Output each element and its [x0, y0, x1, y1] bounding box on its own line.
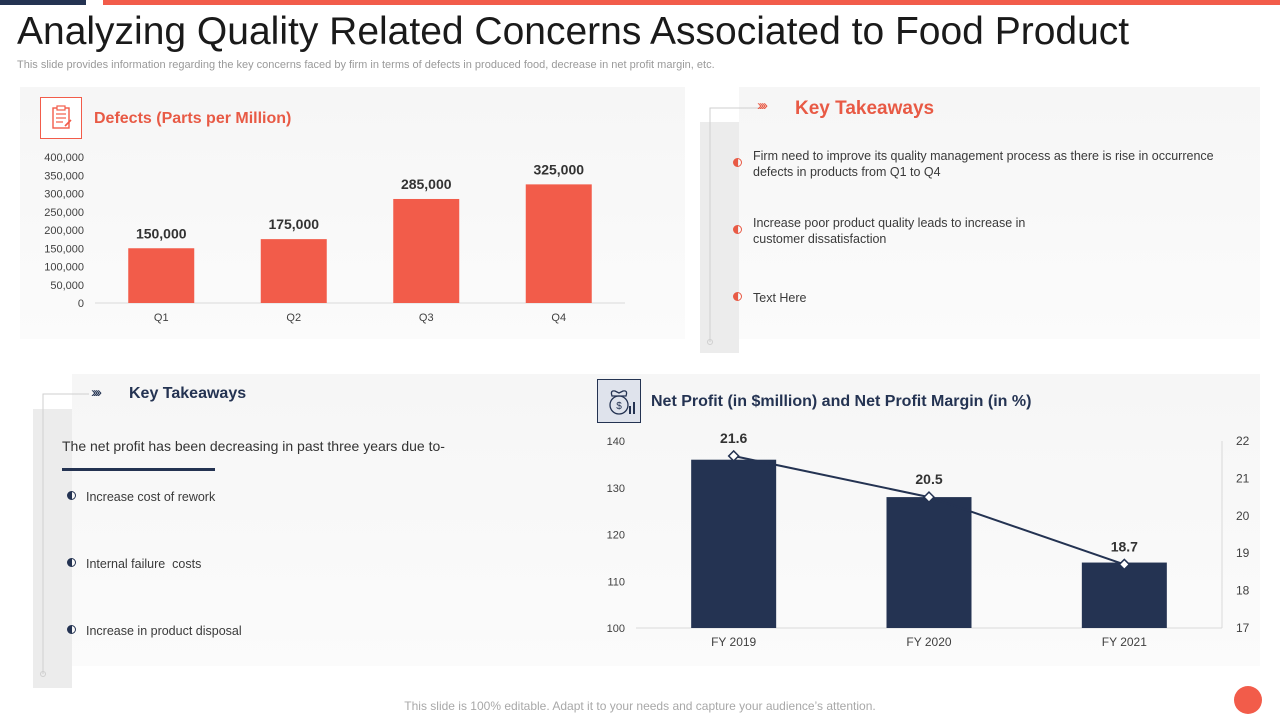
- defects-chart-title: Defects (Parts per Million): [94, 110, 292, 127]
- defects-value-label: 285,000: [401, 176, 452, 192]
- money-bag-growth-icon: $: [597, 379, 641, 423]
- defects-bar: [393, 198, 460, 303]
- intro-underline: [62, 468, 215, 471]
- takeaways-top-strip: [700, 122, 739, 353]
- net-profit-bar: [1081, 562, 1167, 628]
- y-tick-label-right: 21: [1236, 471, 1250, 485]
- takeaway-top-item-2: Increase poor product quality leads to i…: [753, 216, 1026, 246]
- x-tick-label: Q3: [419, 312, 434, 324]
- key-takeaways-top-title: Key Takeaways: [795, 98, 935, 119]
- bullet-icon: [733, 158, 742, 167]
- takeaways-bottom-connector: [40, 393, 89, 677]
- y-tick-label-left: 130: [607, 483, 625, 495]
- defects-bar: [128, 248, 195, 303]
- defects-bar: [525, 184, 592, 303]
- margin-marker: [727, 449, 740, 463]
- defects-value-label: 150,000: [136, 225, 187, 241]
- bullet-icon: [733, 292, 742, 301]
- y-tick-label-left: 140: [607, 436, 625, 448]
- y-tick-label-right: 22: [1236, 434, 1250, 448]
- takeaway-top-item-1: Firm need to improve its quality managem…: [753, 149, 1214, 179]
- y-tick-label-left: 100: [607, 623, 625, 635]
- y-tick-label: 250,000: [44, 207, 84, 219]
- x-tick-label: FY 2021: [1102, 635, 1147, 649]
- takeaway-bottom-item-3: Increase in product disposal: [86, 624, 242, 638]
- clipboard-checklist-icon: [40, 97, 82, 139]
- defects-bar-chart: 0 50,000 100,000 150,000 200,000 250,000 300,0…: [44, 152, 625, 324]
- y-tick-label-right: 20: [1236, 509, 1250, 523]
- x-tick-label: Q1: [154, 312, 169, 324]
- y-tick-label: 50,000: [50, 280, 84, 292]
- y-tick-label-left: 110: [607, 576, 625, 588]
- page-subtitle: This slide provides information regardin…: [17, 59, 715, 71]
- y-tick-label-right: 19: [1236, 546, 1250, 560]
- defects-value-label: 175,000: [268, 216, 319, 232]
- svg-text:$: $: [616, 401, 622, 412]
- y-tick-label: 400,000: [44, 152, 84, 164]
- x-tick-label: FY 2020: [906, 635, 951, 649]
- x-tick-label: Q4: [551, 312, 566, 324]
- bullet-icon: [67, 558, 76, 567]
- margin-marker: [922, 491, 936, 504]
- takeaway-bottom-item-1: Increase cost of rework: [86, 490, 216, 504]
- y-tick-label: 350,000: [44, 170, 84, 182]
- y-tick-label: 200,000: [44, 225, 84, 237]
- chevrons-icon: ››››: [91, 384, 102, 401]
- margin-value-label: 21.6: [720, 430, 747, 446]
- y-tick-label-right: 17: [1236, 621, 1250, 635]
- chevrons-icon: ››››: [757, 97, 768, 114]
- y-tick-label: 100,000: [44, 262, 84, 274]
- y-tick-label: 300,000: [44, 189, 84, 201]
- key-takeaways-bottom-title: Key Takeaways: [129, 385, 247, 402]
- takeaways-bottom-intro: The net profit has been decreasing in pa…: [62, 438, 445, 454]
- takeaways-top-panel: [739, 87, 1260, 339]
- takeaways-bottom-strip: [33, 409, 72, 688]
- profit-chart-title: Net Profit (in $million) and Net Profit …: [651, 393, 1032, 410]
- bullet-icon: [67, 625, 76, 634]
- page-title: Analyzing Quality Related Concerns Assoc…: [17, 10, 1130, 53]
- y-tick-label-right: 18: [1236, 584, 1250, 598]
- y-tick-label-left: 120: [607, 530, 625, 542]
- takeaway-top-item-3: Text Here: [753, 291, 807, 305]
- net-profit-bar: [691, 459, 777, 628]
- x-tick-label: FY 2019: [711, 635, 756, 649]
- takeaway-bottom-item-2: Internal failure costs: [86, 557, 202, 571]
- bullet-icon: [733, 225, 742, 234]
- margin-value-label: 20.5: [915, 471, 942, 487]
- y-tick-label: 0: [78, 298, 84, 310]
- footer-note: This slide is 100% editable. Adapt it to…: [404, 699, 876, 713]
- top-accent-bar-red: [103, 0, 1280, 5]
- takeaways-bottom-panel: [72, 374, 580, 666]
- defects-value-label: 325,000: [533, 161, 584, 177]
- net-profit-bar: [886, 497, 972, 628]
- profit-combo-chart: 100 110 120 130 140 17 18 19 20 21 22 FY 2019 FY 202…: [607, 430, 1250, 649]
- y-tick-label: 150,000: [44, 243, 84, 255]
- bullet-icon: [67, 491, 76, 500]
- margin-marker: [1118, 558, 1131, 571]
- corner-decoration-dot: [1234, 686, 1262, 714]
- defects-bar: [260, 239, 327, 303]
- x-tick-label: Q2: [286, 312, 301, 324]
- top-accent-bar-dark: [0, 0, 86, 5]
- margin-value-label: 18.7: [1111, 538, 1138, 554]
- takeaways-top-connector: [707, 107, 762, 345]
